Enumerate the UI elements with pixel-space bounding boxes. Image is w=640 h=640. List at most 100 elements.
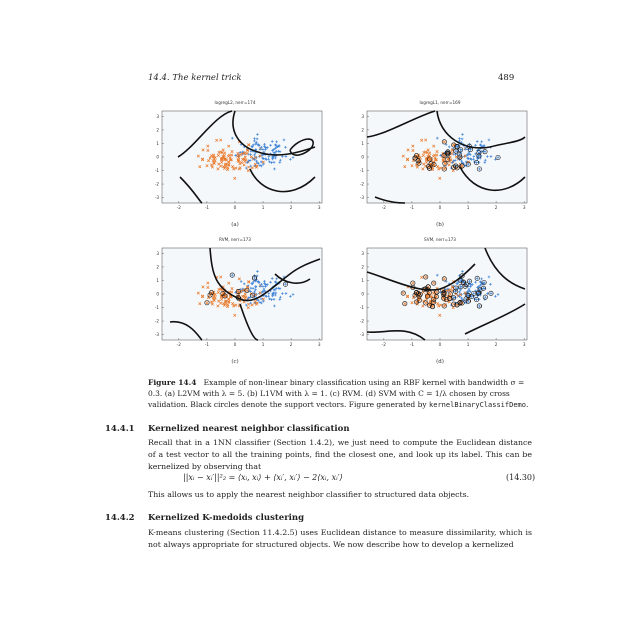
support-vector-circle	[447, 291, 453, 297]
decision-boundary	[366, 263, 476, 291]
x-tick-label: 0	[439, 342, 442, 347]
support-vector-circle	[235, 289, 241, 295]
support-vector-circle	[400, 290, 406, 296]
support-vector-circle	[431, 296, 437, 302]
support-vector-circle	[208, 290, 214, 296]
class-a-point	[401, 154, 405, 158]
class-a-point	[411, 148, 415, 152]
class-b-point	[262, 162, 265, 166]
support-vector-circle	[431, 280, 437, 286]
class-b-point	[242, 282, 246, 286]
support-vector-circle	[453, 285, 459, 291]
class-a-point	[422, 150, 426, 154]
class-b-point	[253, 153, 256, 157]
class-b-point	[467, 157, 470, 160]
class-a-point	[427, 166, 432, 170]
decision-boundary	[177, 110, 233, 158]
support-vector-circle	[423, 274, 429, 280]
class-a-point	[206, 285, 210, 289]
support-vector-circle	[465, 292, 471, 298]
class-a-point	[253, 299, 257, 303]
x-tick-label: -1	[410, 205, 415, 210]
decision-boundary	[232, 110, 316, 156]
class-a-point	[442, 167, 446, 171]
class-b-point	[472, 155, 476, 158]
class-a-point	[436, 302, 440, 306]
class-b-point	[249, 290, 252, 293]
class-b-point	[255, 137, 259, 141]
caption-label: Figure 14.4	[148, 378, 197, 387]
support-vector-circle	[451, 295, 457, 301]
x-tick-label: 3	[318, 205, 321, 210]
support-vector-circle	[402, 301, 408, 307]
class-a-point	[231, 165, 235, 169]
support-vector-circle	[459, 300, 465, 306]
support-vector-circle	[474, 275, 480, 281]
class-a-point	[212, 161, 216, 165]
class-b-point	[475, 140, 479, 143]
class-b-point	[444, 280, 448, 283]
y-tick-label: -2	[155, 319, 160, 324]
class-a-point	[210, 165, 214, 169]
support-vector-circle	[481, 279, 487, 285]
support-vector-circle	[482, 294, 488, 300]
class-a-point	[230, 150, 234, 154]
x-tick-label: 0	[234, 342, 237, 347]
support-vector-circle	[282, 281, 288, 287]
class-a-point	[234, 166, 238, 170]
class-a-point	[244, 158, 248, 162]
class-b-point	[487, 275, 491, 279]
support-vector-circle	[465, 298, 471, 304]
class-b-point	[467, 289, 471, 293]
y-tick-label: -1	[155, 168, 160, 173]
class-a-point	[447, 163, 451, 167]
caption-end: .	[525, 400, 529, 409]
class-a-point	[442, 277, 446, 281]
plot-frame	[161, 247, 323, 341]
class-a-point	[227, 281, 231, 285]
class-b-point	[253, 290, 256, 294]
y-tick-label: -3	[360, 195, 365, 200]
support-vector-circle	[414, 299, 420, 305]
panel-label: (a)	[231, 222, 239, 228]
class-a-point	[424, 138, 428, 142]
paragraph: Recall that in a 1NN classifier (Section…	[148, 438, 532, 472]
class-a-point	[215, 138, 219, 142]
class-a-point	[420, 275, 424, 279]
class-a-point	[418, 155, 422, 159]
class-b-point	[275, 140, 278, 144]
class-a-point	[414, 163, 419, 167]
class-a-point	[220, 151, 224, 155]
class-b-point	[452, 159, 455, 163]
class-a-point	[421, 153, 425, 157]
class-b-point	[234, 291, 238, 294]
panel-title: logregL1, nerr=169	[419, 100, 461, 105]
class-b-point	[484, 295, 487, 299]
panel-label: (d)	[436, 359, 444, 365]
class-b-point	[261, 148, 265, 151]
class-a-point	[258, 154, 262, 158]
class-a-point	[222, 166, 227, 170]
decision-boundary	[289, 138, 314, 156]
class-b-point	[291, 156, 295, 159]
class-b-point	[269, 143, 272, 147]
class-b-point	[483, 160, 487, 164]
class-a-point	[406, 148, 410, 152]
panel-label: (b)	[436, 222, 444, 228]
scatter-plot: -2 -1 0 1 2 3 3 2 1 0 -1 -2 -3	[360, 247, 528, 347]
class-b-point	[230, 273, 234, 277]
class-b-point	[270, 140, 274, 143]
plot-frame	[366, 247, 528, 341]
class-a-point	[212, 294, 216, 298]
support-vector-circle	[451, 301, 457, 307]
x-tick-label: -2	[382, 342, 387, 347]
support-vector-circle	[441, 276, 447, 282]
class-b-point	[262, 157, 265, 160]
class-a-point	[426, 148, 430, 152]
class-b-point	[276, 145, 279, 149]
class-a-point	[212, 157, 216, 161]
class-b-point	[245, 161, 249, 164]
class-a-point	[417, 161, 421, 165]
class-b-point	[273, 167, 276, 171]
class-b-point	[273, 304, 276, 308]
